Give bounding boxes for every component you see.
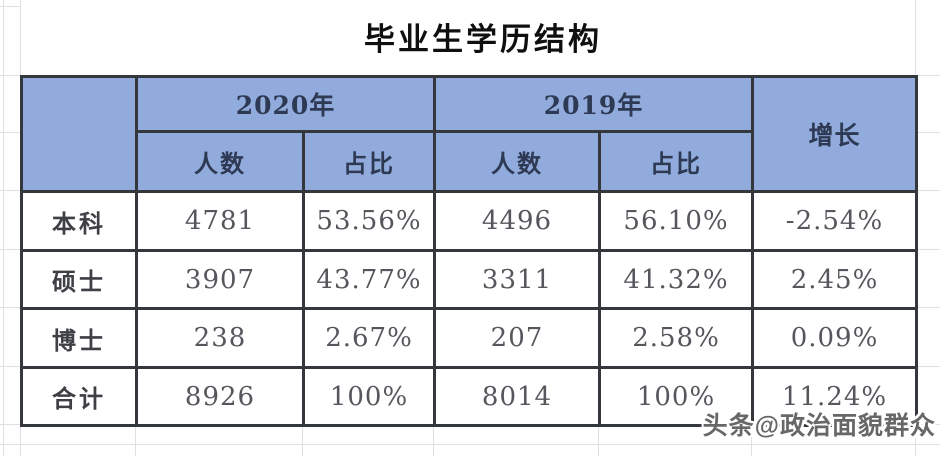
row-label: 合计 [20,366,138,427]
subheader-2019-share: 占比 [598,130,754,193]
row-label: 硕士 [20,249,138,310]
spreadsheet-gridline [0,75,20,76]
spreadsheet-gridline [20,424,21,456]
spreadsheet-gridline [915,424,916,456]
table-cell: 238 [135,307,305,369]
table-cell: 11.24% [751,366,918,427]
table-cell: 4781 [135,190,305,252]
year-2020-header: 2020年 [135,75,436,133]
table-cell: 2.45% [751,249,918,310]
spreadsheet-gridline [915,366,940,367]
spreadsheet-gridline [915,132,940,133]
corner-cell [20,75,138,193]
table-row: 硕士 3907 43.77% 3311 41.32% 2.45% [20,249,918,310]
table-cell: 56.10% [598,190,754,252]
spreadsheet-gridline [915,249,940,250]
table-cell: 53.56% [302,190,436,252]
growth-header: 增长 [751,75,918,193]
subheader-2020-share: 占比 [302,130,436,193]
spreadsheet-gridline [0,444,940,445]
table-cell: 207 [433,307,601,369]
table-cell: -2.54% [751,190,918,252]
spreadsheet-gridline [3,0,4,456]
spreadsheet-gridline [915,307,940,308]
table-row: 本科 4781 53.56% 4496 56.10% -2.54% [20,190,918,252]
year-2019-header: 2019年 [433,75,754,133]
spreadsheet-gridline [135,424,136,456]
spreadsheet-gridline [915,424,940,425]
row-label: 博士 [20,307,138,369]
page-title: 毕业生学历结构 [364,22,602,57]
spreadsheet-gridline [598,424,599,456]
spreadsheet-gridline [433,424,434,456]
table-cell: 3907 [135,249,305,310]
spreadsheet-gridline [0,249,20,250]
spreadsheet-gridline [915,75,940,76]
table-cell: 8926 [135,366,305,427]
table-cell: 2.67% [302,307,436,369]
table-cell: 100% [302,366,436,427]
spreadsheet-gridline [0,6,20,7]
spreadsheet-gridline [915,0,916,75]
table-row: 合计 8926 100% 8014 100% 11.24% [20,366,918,427]
table-cell: 0.09% [751,307,918,369]
education-structure-table: 2020年 2019年 增长 人数 占比 人数 占比 本科 4781 53.56… [20,75,918,427]
spreadsheet-gridline [302,424,303,456]
spreadsheet-gridline [0,307,20,308]
spreadsheet-gridline [751,424,752,456]
watermark-text: 头条@政治面貌群众 [702,412,936,440]
table-cell: 3311 [433,249,601,310]
spreadsheet-gridline [915,190,940,191]
table-cell: 43.77% [302,249,436,310]
row-label: 本科 [20,190,138,252]
spreadsheet-gridline [0,132,20,133]
table-row: 博士 238 2.67% 207 2.58% 0.09% [20,307,918,369]
table-cell: 4496 [433,190,601,252]
watermark: 头条@政治面貌群众 [703,406,936,442]
spreadsheet-gridline [0,366,20,367]
subheader-2020-count: 人数 [135,130,305,193]
spreadsheet-gridline [0,190,20,191]
spreadsheet-gridline [0,424,20,425]
table-cell: 2.58% [598,307,754,369]
table-cell: 41.32% [598,249,754,310]
subheader-2019-count: 人数 [433,130,601,193]
table-cell: 100% [598,366,754,427]
spreadsheet-gridline [20,0,21,75]
table-cell: 8014 [433,366,601,427]
